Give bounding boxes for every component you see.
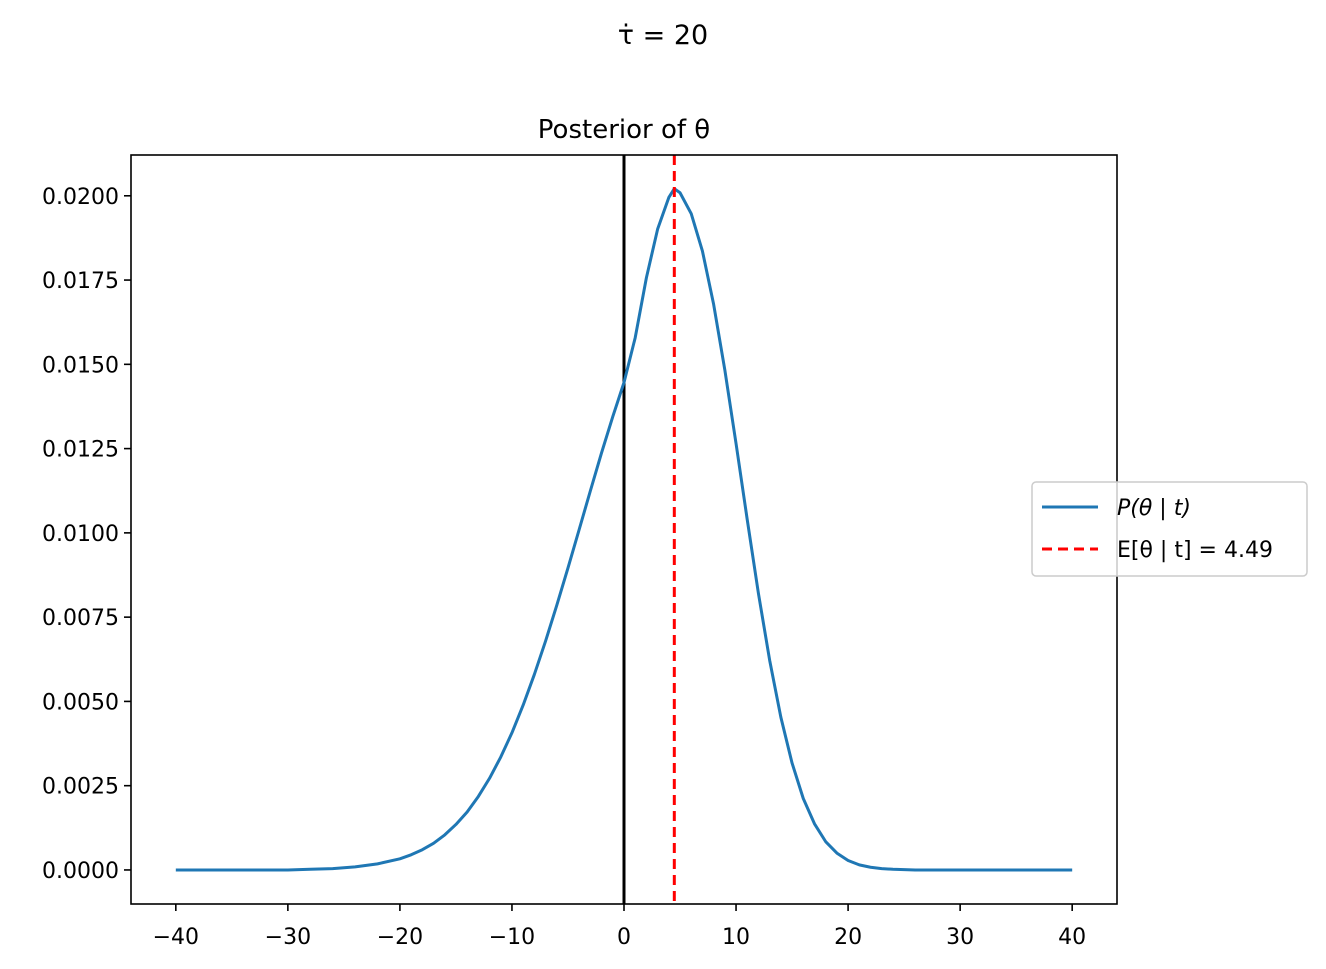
y-tick-label: 0.0175 — [42, 269, 119, 294]
y-axis: 0.0000 0.0025 0.0050 0.0075 0.0100 0.0125 0.01… — [42, 185, 131, 884]
x-axis: −40 −30 −20 −10 0 10 20 30 40 — [153, 904, 1086, 950]
x-tick-label: 30 — [946, 925, 974, 950]
chart-title: Posterior of θ — [538, 115, 710, 145]
figure-suptitle: τ̇ = 20 — [618, 20, 708, 51]
series-posterior-line — [175, 187, 1073, 872]
y-tick-label: 0.0100 — [42, 522, 119, 547]
legend-label-posterior: P(θ | t) — [1117, 496, 1191, 521]
legend: P(θ | t) E[θ | t] = 4.49 — [1031, 481, 1308, 577]
y-tick-label: 0.0025 — [42, 775, 119, 800]
x-tick-label: 10 — [722, 925, 750, 950]
y-tick-label: 0.0000 — [42, 859, 119, 884]
y-tick-label: 0.0050 — [42, 690, 119, 715]
x-tick-label: 40 — [1058, 925, 1086, 950]
x-tick-label: 0 — [617, 925, 631, 950]
plot-area — [175, 155, 1073, 904]
legend-label-expectation: E[θ | t] = 4.49 — [1117, 538, 1273, 563]
y-tick-label: 0.0150 — [42, 353, 119, 378]
x-tick-label: −20 — [377, 925, 423, 950]
x-tick-label: −30 — [265, 925, 311, 950]
legend-frame — [1031, 481, 1308, 577]
y-tick-label: 0.0075 — [42, 606, 119, 631]
x-tick-label: −10 — [489, 925, 535, 950]
x-tick-label: 20 — [834, 925, 862, 950]
y-tick-label: 0.0125 — [42, 438, 119, 463]
y-tick-label: 0.0200 — [42, 185, 119, 210]
x-tick-label: −40 — [153, 925, 199, 950]
